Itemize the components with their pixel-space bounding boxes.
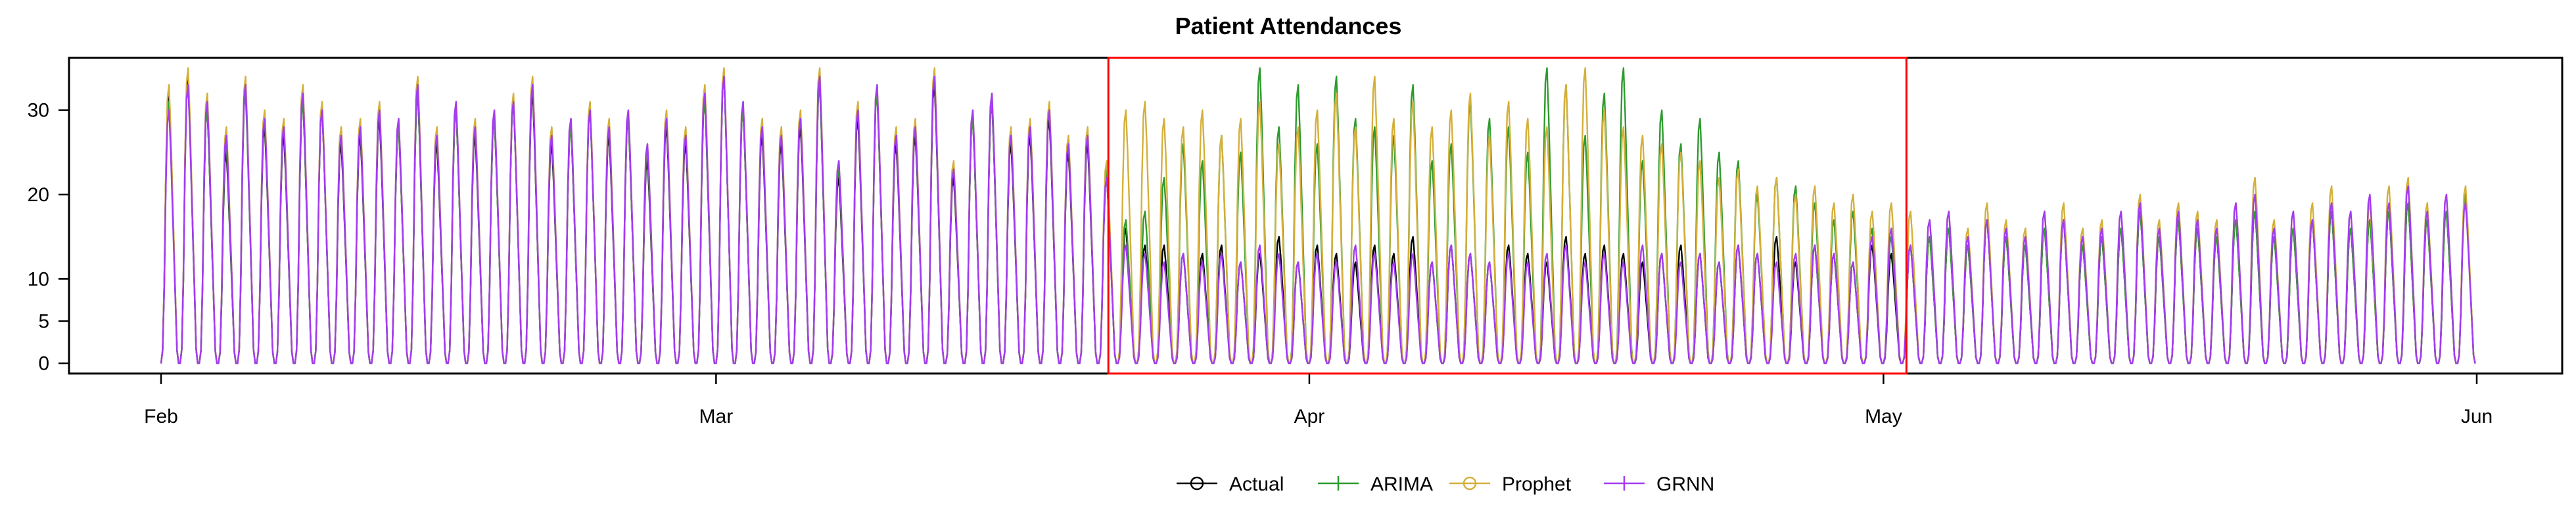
x-tick-label: May	[1865, 406, 1902, 427]
plot-frame	[68, 57, 2564, 375]
chart-title: Patient Attendances	[1175, 12, 1402, 39]
highlight-region	[1107, 57, 1908, 375]
y-axis: 0 5 10 20 30	[28, 100, 69, 375]
legend: Actual ARIMA Prophet GRNN	[1177, 473, 1714, 495]
x-axis: Feb Mar Apr May Jun	[144, 374, 2493, 427]
legend-entry-prophet: Prophet	[1449, 473, 1572, 495]
y-tick-label: 20	[28, 184, 49, 206]
legend-entry-arima: ARIMA	[1318, 473, 1433, 495]
highlight-layer	[1107, 57, 1908, 375]
y-tick-label: 5	[38, 310, 49, 332]
x-tick-label: Mar	[699, 406, 734, 427]
x-tick-label: Jun	[2461, 406, 2493, 427]
x-tick-label: Apr	[1294, 406, 1325, 427]
legend-label: GRNN	[1656, 473, 1714, 495]
legend-label: Prophet	[1502, 473, 1572, 495]
series-layer	[160, 67, 2476, 364]
legend-entry-grnn: GRNN	[1604, 473, 1714, 495]
y-tick-label: 30	[28, 100, 49, 122]
legend-label: ARIMA	[1370, 473, 1433, 495]
legend-entry-actual: Actual	[1177, 473, 1284, 495]
legend-marker-circle	[1463, 476, 1477, 491]
x-tick-label: Feb	[144, 406, 178, 427]
series-line-grnn	[160, 75, 2476, 364]
legend-marker-circle	[1190, 476, 1204, 491]
legend-label: Actual	[1229, 473, 1284, 495]
y-tick-label: 10	[28, 268, 49, 290]
y-tick-label: 0	[38, 353, 49, 375]
